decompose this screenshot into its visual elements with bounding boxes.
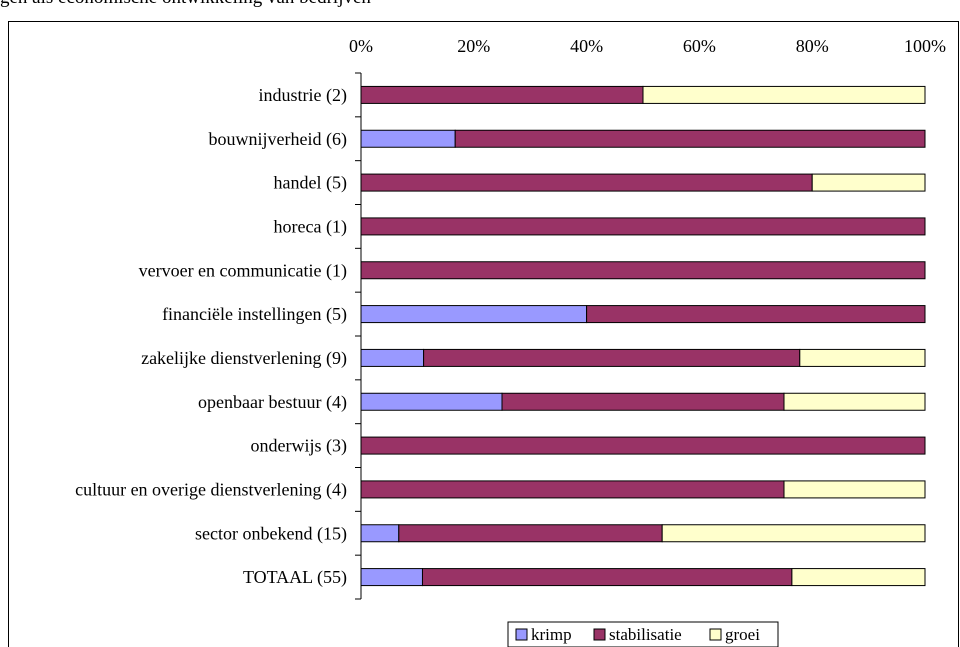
category-label: industrie (2) xyxy=(259,85,347,106)
category-label: zakelijke dienstverlening (9) xyxy=(141,348,347,369)
bar-segment-stabilisatie xyxy=(360,436,926,455)
bar-segment-groei xyxy=(783,392,926,411)
bar-segment-stabilisatie xyxy=(360,261,926,280)
category-label: financiële instellingen (5) xyxy=(162,304,347,325)
bar-segment-groei xyxy=(661,524,926,543)
bar-segment-krimp xyxy=(360,305,588,324)
bar-segment-groei xyxy=(783,480,926,499)
category-label: onderwijs (3) xyxy=(251,436,347,457)
bar-segment-stabilisatie xyxy=(360,480,785,499)
category-label: openbaar bestuur (4) xyxy=(198,392,347,413)
legend-label-stabilisatie: stabilisatie xyxy=(609,625,682,644)
chart-area xyxy=(8,21,959,647)
legend-swatch-stabilisatie xyxy=(593,628,606,641)
bar-segment-groei xyxy=(791,568,926,587)
bar-segment-krimp xyxy=(360,348,425,367)
category-label: horeca (1) xyxy=(274,216,347,237)
bar-segment-groei xyxy=(642,85,926,104)
bar-segment-stabilisatie xyxy=(423,348,801,367)
bar-segment-krimp xyxy=(360,524,400,543)
bar-segment-krimp xyxy=(360,392,503,411)
bar-segment-stabilisatie xyxy=(360,217,926,236)
category-label: TOTAAL (55) xyxy=(243,567,347,588)
bar-segment-stabilisatie xyxy=(398,524,663,543)
x-tick-label: 100% xyxy=(904,36,946,56)
category-label: bouwnijverheid (6) xyxy=(209,129,347,150)
legend-box xyxy=(507,621,779,647)
figure-caption: gen als economische ontwikkeling van bed… xyxy=(0,0,371,17)
legend-swatch-groei xyxy=(709,628,722,641)
bar-segment-stabilisatie xyxy=(501,392,785,411)
bar-segment-groei xyxy=(799,348,926,367)
bar-segment-krimp xyxy=(360,568,423,587)
x-tick-label: 0% xyxy=(349,36,373,56)
legend-label-krimp: krimp xyxy=(531,625,572,644)
bar-segment-stabilisatie xyxy=(360,173,813,192)
category-label: sector onbekend (15) xyxy=(195,523,347,544)
legend-swatch-krimp xyxy=(515,628,528,641)
bar-segment-stabilisatie xyxy=(586,305,926,324)
x-tick-label: 40% xyxy=(570,36,603,56)
legend-label-groei: groei xyxy=(725,625,760,644)
x-tick-label: 20% xyxy=(457,36,490,56)
bar-segment-stabilisatie xyxy=(421,568,793,587)
bar-segment-groei xyxy=(811,173,926,192)
x-tick-label: 60% xyxy=(683,36,716,56)
category-label: cultuur en overige dienstverlening (4) xyxy=(75,479,347,500)
category-label: handel (5) xyxy=(274,173,347,194)
x-tick-label: 80% xyxy=(796,36,829,56)
bar-segment-krimp xyxy=(360,129,456,148)
bar-segment-stabilisatie xyxy=(454,129,926,148)
category-label: vervoer en communicatie (1) xyxy=(139,260,347,281)
bar-segment-stabilisatie xyxy=(360,85,644,104)
